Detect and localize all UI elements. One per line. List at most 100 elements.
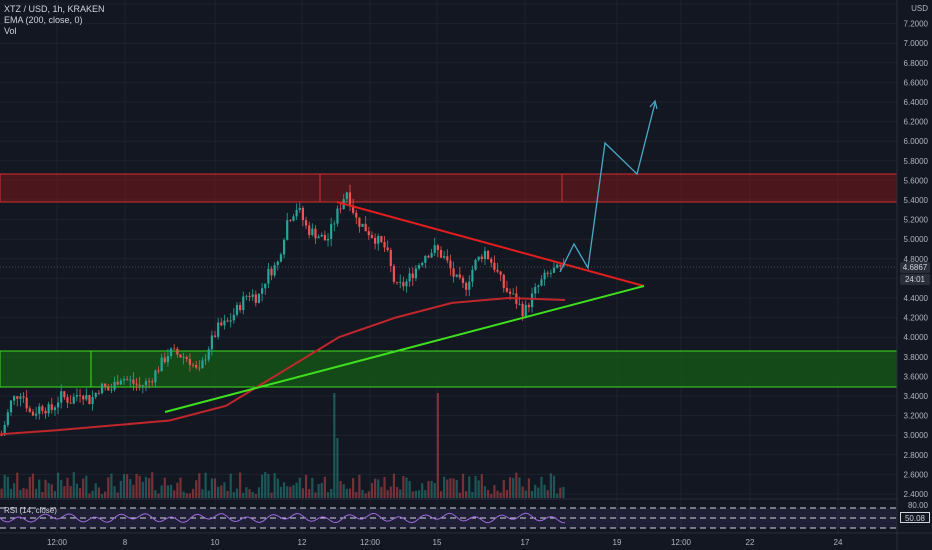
price-tick-label: 4.4000 [904, 294, 929, 303]
candle-body [94, 392, 97, 398]
projection-arrowhead [649, 99, 658, 110]
time-tick-label: 22 [746, 538, 755, 547]
candle-body [47, 404, 50, 414]
volume-bar [94, 483, 97, 498]
time-axis-ticks: 12:00 8 10 12 12:00 15 17 19 12:00 22 24 [47, 538, 843, 547]
candle-body [239, 304, 242, 311]
candle-body [427, 255, 430, 258]
volume-bar [352, 478, 355, 498]
volume-bar [486, 490, 490, 498]
volume-bar [207, 490, 210, 498]
volume-bar [361, 489, 364, 498]
volume-bar [348, 488, 352, 498]
volume-bar [399, 489, 402, 498]
volume-bar [414, 490, 418, 498]
candle-body [433, 245, 436, 253]
volume-bar [235, 488, 239, 498]
volume-bar [132, 484, 135, 498]
candle-body [496, 269, 499, 272]
volume-bar [25, 488, 28, 498]
ema-indicator-label[interactable]: EMA (200, close, 0) [4, 15, 83, 25]
volume-bar [292, 484, 295, 498]
volume-indicator-label[interactable]: Vol [4, 26, 17, 36]
candle-body [144, 381, 148, 386]
price-tick-label: 5.6000 [904, 176, 929, 185]
volume-bar [169, 484, 173, 498]
volume-bar [279, 486, 283, 498]
resistance-zone[interactable] [0, 173, 898, 203]
candle-body [119, 380, 122, 385]
candle-body [452, 268, 455, 277]
support-zone[interactable] [0, 350, 898, 388]
candle-body [72, 396, 75, 404]
volume-bar [443, 476, 446, 498]
candle-body [292, 216, 295, 221]
candle-body [154, 370, 157, 383]
projection-path[interactable] [559, 102, 656, 273]
candle-body [191, 364, 195, 366]
candle-body [100, 383, 104, 394]
candle-body [414, 268, 418, 279]
volume-bar [126, 474, 129, 498]
volume-bar [157, 493, 160, 498]
volume-bar [122, 474, 126, 498]
candle-body [53, 407, 57, 411]
candle-body [399, 282, 402, 283]
descending-trendline[interactable] [336, 201, 645, 287]
price-tick-label: 4.2000 [904, 314, 929, 323]
symbol-title[interactable]: XTZ / USD, 1h, KRAKEN [4, 4, 105, 14]
candle-body [169, 348, 173, 356]
time-tick-label: 10 [211, 538, 220, 547]
rsi-line[interactable] [0, 512, 566, 524]
price-tick-label: 3.6000 [904, 372, 929, 381]
candlestick-series[interactable] [0, 184, 565, 437]
volume-bar [242, 492, 245, 498]
candle-body [314, 228, 317, 239]
rsi-indicator-label[interactable]: RSI (14, close) [4, 506, 57, 515]
candle-body [505, 288, 509, 292]
candle-body [408, 273, 411, 282]
candle-body [223, 320, 226, 326]
candle-body [166, 355, 170, 363]
volume-bar [380, 486, 383, 498]
volume-bar [6, 476, 9, 498]
volume-bar [188, 493, 192, 498]
volume-bar [323, 476, 326, 498]
candle-body [367, 231, 370, 236]
candle-body [330, 224, 333, 239]
volume-bar [405, 477, 408, 498]
time-tick-label: 24 [834, 538, 843, 547]
volume-bar [386, 490, 389, 498]
volume-bar [129, 479, 132, 498]
candle-body [512, 293, 515, 295]
volume-bar [264, 472, 267, 498]
candle-body [173, 348, 176, 350]
candle-body [521, 303, 524, 317]
candle-body [424, 255, 427, 263]
volume-bar [151, 472, 154, 498]
volume-bar [499, 492, 502, 498]
volume-bar [217, 486, 220, 498]
price-tick-label: 3.4000 [904, 392, 929, 401]
volume-bar [408, 480, 411, 498]
price-axis-ticks: 7.2000 7.0000 6.8000 6.6000 6.4000 6.2000 6.00… [904, 20, 929, 499]
candle-body [556, 264, 559, 268]
candle-body [85, 395, 88, 400]
candle-body [534, 286, 537, 294]
volume-bar [483, 486, 487, 498]
volume-bar [19, 489, 22, 498]
candle-body [276, 261, 279, 266]
candle-body [135, 383, 138, 385]
ascending-trendline[interactable] [164, 285, 645, 413]
candle-body [308, 225, 311, 236]
volume-bar [317, 484, 320, 498]
candle-body [421, 262, 424, 266]
volume-bar [502, 479, 505, 498]
candle-body [13, 396, 16, 401]
volume-bar [496, 490, 499, 498]
candle-body [235, 304, 239, 315]
candle-body [402, 282, 405, 287]
candle-body [141, 385, 144, 387]
ema-line[interactable] [0, 296, 566, 436]
